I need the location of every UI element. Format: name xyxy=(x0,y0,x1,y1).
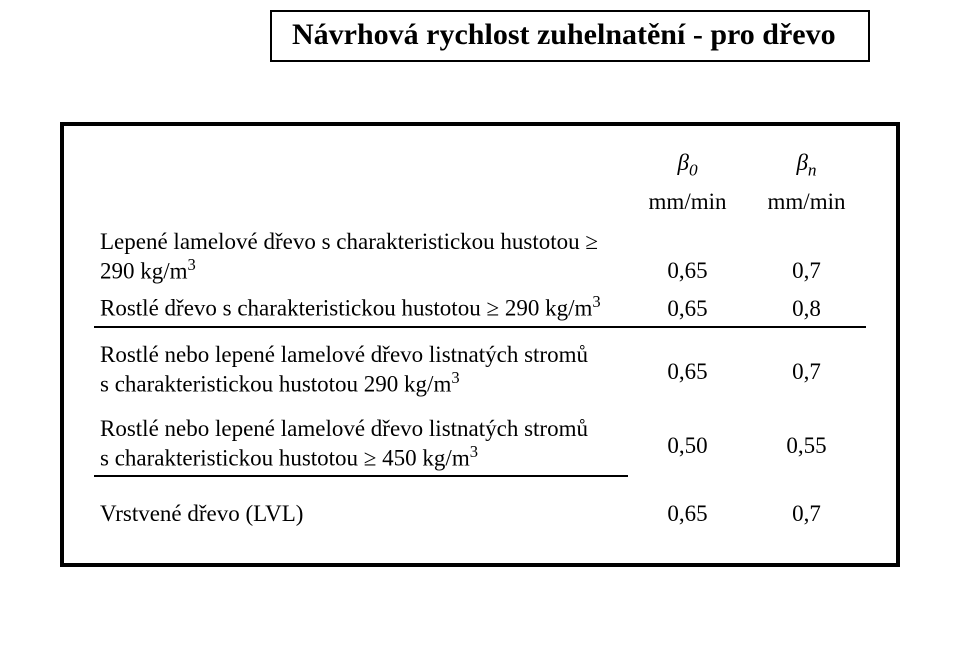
data-table: β0 βn mm/min mm/min Lepené lamelové dřev… xyxy=(94,146,866,533)
row2-v2: 0,8 xyxy=(747,288,866,327)
row4-label-b: s charakteristickou hustotou ≥ 450 kg/m3 xyxy=(94,442,628,477)
row2-v1: 0,65 xyxy=(628,288,747,327)
col-bn-symbol: βn xyxy=(747,146,866,185)
row4-v1: 0,50 xyxy=(628,402,747,477)
unit-col2: mm/min xyxy=(747,185,866,225)
header-symbol-row: β0 βn xyxy=(94,146,866,185)
page-title: Návrhová rychlost zuhelnatění - pro dřev… xyxy=(292,18,848,52)
row3-label-a: Rostlé nebo lepené lamelové dřevo listna… xyxy=(94,327,628,368)
row3-label-b: s charakteristickou hustotou 290 kg/m3 xyxy=(94,368,628,402)
row5-label: Vrstvené dřevo (LVL) xyxy=(94,476,628,533)
row5-v1: 0,65 xyxy=(628,476,747,533)
header-unit-row: mm/min mm/min xyxy=(94,185,866,225)
table-row: Lepené lamelové dřevo s charakteristicko… xyxy=(94,225,866,289)
row2-label: Rostlé dřevo s charakteristickou hustoto… xyxy=(94,288,628,327)
row3-v1: 0,65 xyxy=(628,327,747,402)
row1-label: Lepené lamelové dřevo s charakteristicko… xyxy=(94,225,628,289)
table-row: Rostlé nebo lepené lamelové dřevo listna… xyxy=(94,327,866,368)
row4-v2: 0,55 xyxy=(747,402,866,477)
table-box: β0 βn mm/min mm/min Lepené lamelové dřev… xyxy=(60,122,900,567)
row1-v2: 0,7 xyxy=(747,225,866,289)
table-row: Rostlé nebo lepené lamelové dřevo listna… xyxy=(94,402,866,442)
table-row: Rostlé dřevo s charakteristickou hustoto… xyxy=(94,288,866,327)
row1-v1: 0,65 xyxy=(628,225,747,289)
page: Návrhová rychlost zuhelnatění - pro dřev… xyxy=(0,0,960,651)
row3-v2: 0,7 xyxy=(747,327,866,402)
title-box: Návrhová rychlost zuhelnatění - pro dřev… xyxy=(270,10,870,62)
table-row: Vrstvené dřevo (LVL) 0,65 0,7 xyxy=(94,476,866,533)
row4-label-a: Rostlé nebo lepené lamelové dřevo listna… xyxy=(94,402,628,442)
col-b0-symbol: β0 xyxy=(628,146,747,185)
unit-col1: mm/min xyxy=(628,185,747,225)
row5-v2: 0,7 xyxy=(747,476,866,533)
